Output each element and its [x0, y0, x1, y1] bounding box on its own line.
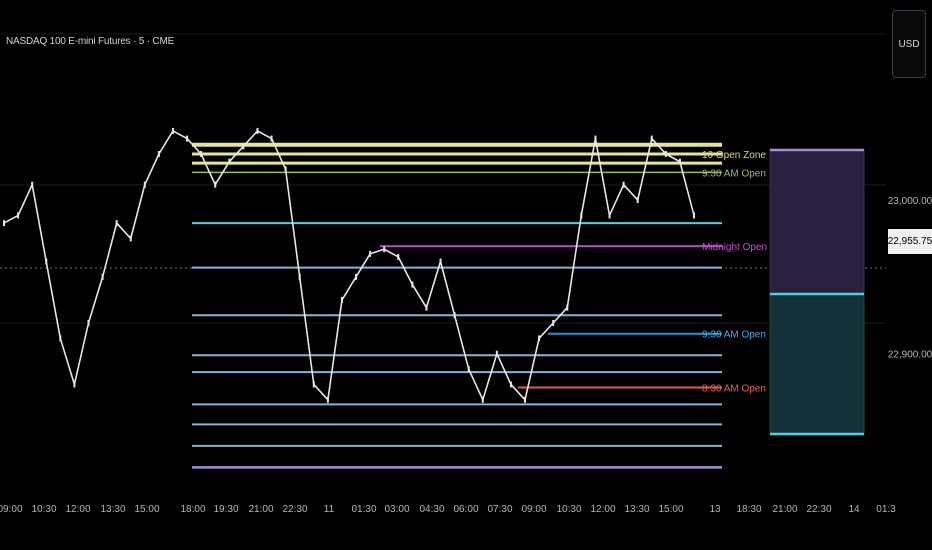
price-point — [383, 246, 386, 253]
y-tick-label: 22,900.00 — [888, 350, 932, 361]
price-point — [31, 181, 34, 188]
price-point — [594, 135, 597, 142]
price-point — [495, 350, 498, 357]
x-tick-label: 13 — [709, 504, 721, 515]
x-tick-label: 03:00 — [384, 504, 409, 515]
x-tick-label: 01:30 — [351, 504, 376, 515]
price-point — [552, 319, 555, 326]
price-point — [678, 158, 681, 165]
x-tick-label: 09:00 — [0, 504, 23, 515]
symbol-title: NASDAQ 100 E-mini Futures · 5 · CME — [6, 36, 175, 47]
price-point — [326, 396, 329, 403]
price-point — [101, 273, 104, 280]
price-point — [214, 181, 217, 188]
x-tick-label: 13:30 — [624, 504, 649, 515]
currency-button[interactable]: USD — [892, 10, 926, 78]
price-point — [256, 127, 259, 134]
price-point — [664, 150, 667, 157]
price-point — [453, 312, 456, 319]
price-point — [439, 258, 442, 265]
y-tick-label: 23,000.00 — [888, 196, 932, 207]
price-point — [467, 366, 470, 373]
x-tick-label: 09:00 — [521, 504, 546, 515]
price-point — [186, 135, 189, 142]
price-point — [509, 381, 512, 388]
price-point — [411, 281, 414, 288]
x-tick-label: 01:3 — [876, 504, 896, 515]
price-point — [566, 304, 569, 311]
price-point — [228, 158, 231, 165]
x-tick-label: 04:30 — [419, 504, 444, 515]
x-tick-label: 10:30 — [31, 504, 56, 515]
level-label: 9:30 AM Open — [702, 168, 766, 179]
price-point — [355, 273, 358, 280]
price-point — [45, 258, 48, 265]
x-tick-label: 21:00 — [248, 504, 273, 515]
x-tick-label: 12:00 — [65, 504, 90, 515]
x-tick-label: 19:30 — [213, 504, 238, 515]
x-tick-label: 21:00 — [772, 504, 797, 515]
projection-box-upper — [769, 149, 865, 295]
x-tick-label: 18:30 — [736, 504, 761, 515]
price-point — [129, 235, 132, 242]
price-point — [59, 335, 62, 342]
price-point — [481, 396, 484, 403]
price-point — [143, 181, 146, 188]
price-point — [524, 396, 527, 403]
price-point — [369, 250, 372, 257]
price-point — [17, 212, 20, 219]
x-tick-label: 12:00 — [590, 504, 615, 515]
price-point — [171, 127, 174, 134]
price-point — [284, 166, 287, 173]
x-tick-label: 15:00 — [658, 504, 683, 515]
x-tick-label: 22:30 — [806, 504, 831, 515]
x-tick-label: 14 — [848, 504, 860, 515]
price-series-line — [3, 130, 695, 401]
level-label: 9:30 AM Open — [702, 330, 766, 341]
x-tick-label: 13:30 — [100, 504, 125, 515]
price-point — [157, 150, 160, 157]
price-point — [538, 335, 541, 342]
x-tick-label: 10:30 — [556, 504, 581, 515]
level-label: 8:30 AM Open — [702, 384, 766, 395]
x-tick-label: 22:30 — [282, 504, 307, 515]
x-tick-label: 06:00 — [453, 504, 478, 515]
x-tick-label: 11 — [324, 504, 335, 515]
price-point — [73, 381, 76, 388]
price-point — [312, 381, 315, 388]
level-label: Midnight Open — [702, 242, 767, 253]
price-point — [608, 212, 611, 219]
price-point — [200, 150, 203, 157]
price-point — [622, 181, 625, 188]
price-point — [87, 319, 90, 326]
price-point — [3, 220, 5, 227]
price-point — [397, 253, 400, 260]
price-point — [693, 212, 695, 219]
price-point — [242, 143, 245, 150]
price-point — [115, 220, 118, 227]
level-label: 10 Open Zone — [702, 150, 766, 161]
price-point — [340, 296, 343, 303]
price-point — [298, 273, 301, 280]
price-point — [425, 304, 428, 311]
price-point — [650, 135, 653, 142]
x-tick-label: 07:30 — [487, 504, 512, 515]
last-price-tag: 22,955.75 — [888, 229, 932, 254]
x-tick-label: 18:00 — [180, 504, 205, 515]
projection-box-lower — [769, 293, 865, 435]
price-point — [270, 135, 273, 142]
price-point — [580, 212, 583, 219]
x-tick-label: 15:00 — [134, 504, 159, 515]
price-point — [636, 197, 639, 204]
